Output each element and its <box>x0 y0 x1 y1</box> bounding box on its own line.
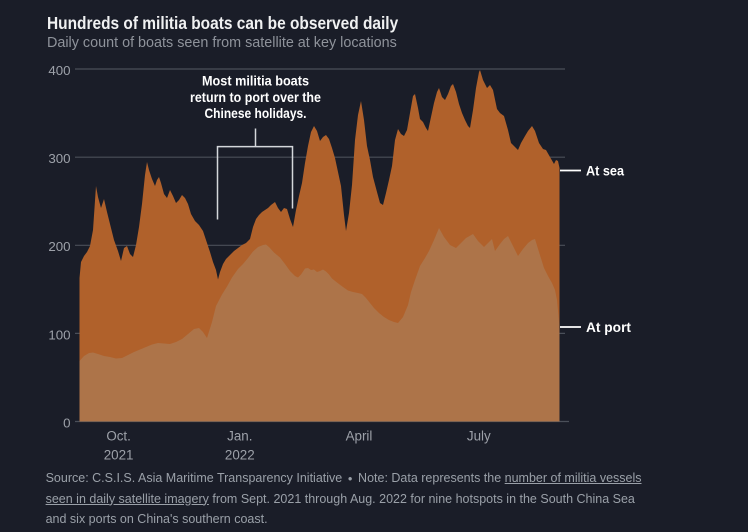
svg-text:2021: 2021 <box>104 448 134 463</box>
svg-text:Most militia boats: Most militia boats <box>202 74 309 89</box>
svg-text:July: July <box>467 429 491 444</box>
svg-text:Chinese holidays.: Chinese holidays. <box>205 106 307 121</box>
svg-text:100: 100 <box>48 327 70 342</box>
svg-text:At port: At port <box>586 319 631 335</box>
svg-text:return to port over the: return to port over the <box>190 90 321 105</box>
svg-text:Jan.: Jan. <box>227 429 252 444</box>
svg-text:At sea: At sea <box>586 163 624 179</box>
svg-text:April: April <box>346 429 373 444</box>
svg-text:200: 200 <box>48 239 70 254</box>
svg-text:300: 300 <box>48 151 70 166</box>
svg-text:400: 400 <box>48 63 70 78</box>
svg-text:2022: 2022 <box>225 448 255 463</box>
svg-text:0: 0 <box>63 415 70 430</box>
svg-text:Oct.: Oct. <box>106 429 131 444</box>
